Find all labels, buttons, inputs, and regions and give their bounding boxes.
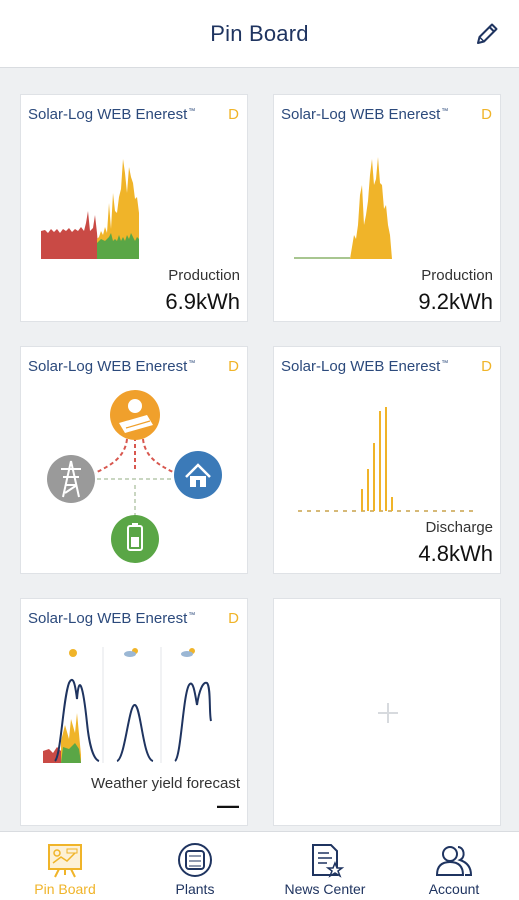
metric-value: 9.2kWh	[418, 289, 493, 314]
metric-label: Weather yield forecast	[91, 775, 240, 792]
production-consumption-chart	[41, 159, 139, 259]
metric-value: —	[217, 793, 239, 818]
nav-label: News Center	[284, 881, 366, 897]
widget-card-discharge[interactable]: Solar-Log WEB Enerest™ D Discharge 4.8kW…	[273, 346, 501, 574]
home-icon	[174, 451, 222, 499]
period-indicator[interactable]: D	[481, 358, 492, 375]
bottom-navigation: Pin Board Plants News Center Account	[0, 831, 519, 900]
period-indicator[interactable]: D	[481, 106, 492, 123]
account-icon	[435, 846, 473, 876]
metric-value: 6.9kWh	[165, 289, 240, 314]
plants-icon	[178, 843, 212, 877]
metric-label: Production	[168, 267, 240, 284]
card-title: Solar-Log WEB Enerest™	[281, 106, 449, 123]
period-indicator[interactable]: D	[228, 358, 239, 375]
metric-label: Discharge	[425, 519, 493, 536]
nav-label: Plants	[175, 881, 215, 897]
production-chart	[294, 157, 392, 259]
card-title: Solar-Log WEB Enerest™	[281, 358, 449, 375]
widget-card-production-consumption[interactable]: Solar-Log WEB Enerest™ D Production 6.9k…	[20, 94, 248, 322]
pin-board-icon	[48, 844, 82, 878]
nav-account[interactable]: Account	[389, 832, 519, 900]
card-title: Solar-Log WEB Enerest™	[28, 358, 196, 375]
nav-plants[interactable]: Plants	[130, 832, 260, 900]
news-center-icon	[312, 844, 345, 878]
nav-label: Account	[428, 881, 480, 897]
plus-icon[interactable]	[376, 701, 400, 725]
card-title: Solar-Log WEB Enerest™	[28, 106, 196, 123]
widget-card-energy-flow[interactable]: Solar-Log WEB Enerest™ D	[20, 346, 248, 574]
solar-panel-icon	[110, 390, 160, 440]
period-indicator[interactable]: D	[228, 106, 239, 123]
widget-card-production[interactable]: Solar-Log WEB Enerest™ D Production 9.2k…	[273, 94, 501, 322]
partly-cloudy-icon	[181, 648, 195, 657]
discharge-chart	[298, 407, 474, 512]
energy-flow-diagram	[47, 390, 222, 563]
metric-label: Production	[421, 267, 493, 284]
widget-card-weather-forecast[interactable]: Solar-Log WEB Enerest™ D Weather yield f…	[20, 598, 248, 826]
sun-icon	[69, 649, 77, 657]
weather-forecast-chart	[43, 647, 212, 763]
app-header: Pin Board	[0, 0, 519, 68]
card-title: Solar-Log WEB Enerest™	[28, 610, 196, 627]
nav-pin-board[interactable]: Pin Board	[0, 832, 130, 900]
page-title: Pin Board	[210, 20, 309, 46]
power-grid-icon	[47, 455, 95, 503]
partly-cloudy-icon	[124, 648, 138, 657]
add-widget-card[interactable]	[273, 598, 501, 826]
nav-label: Pin Board	[34, 881, 96, 897]
pencil-icon[interactable]	[473, 20, 501, 48]
period-indicator[interactable]: D	[228, 610, 239, 627]
nav-news-center[interactable]: News Center	[260, 832, 390, 900]
metric-value: 4.8kWh	[418, 541, 493, 566]
battery-icon	[111, 515, 159, 563]
